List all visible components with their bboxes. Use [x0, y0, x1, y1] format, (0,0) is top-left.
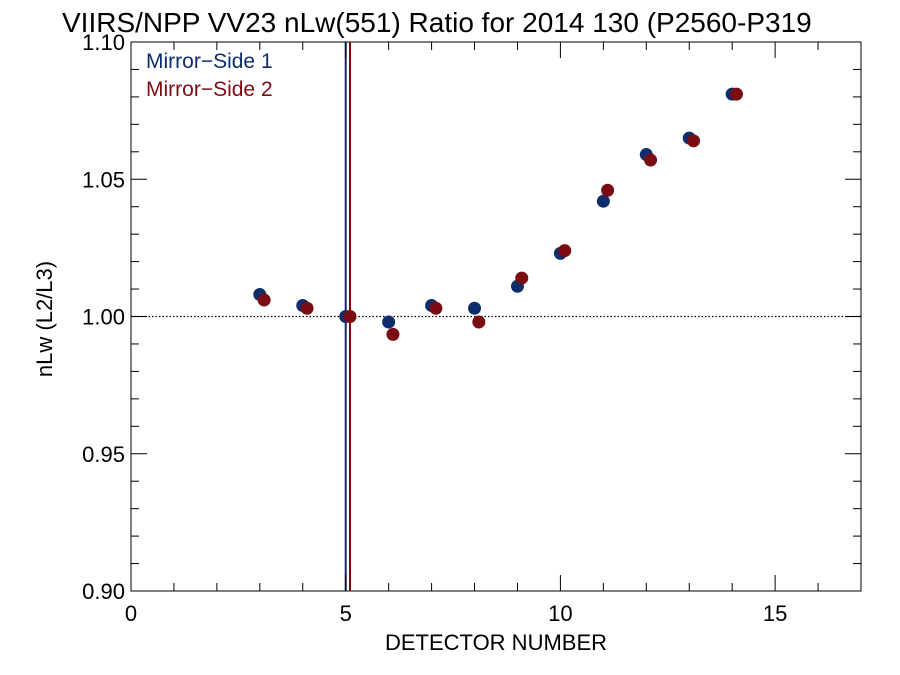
data-point-series-2 — [429, 301, 443, 315]
y-tick-label: 0.90 — [82, 579, 125, 604]
data-point-series-2 — [472, 315, 486, 329]
x-tick-label: 15 — [763, 601, 787, 626]
data-point-series-1 — [596, 194, 610, 208]
data-point-series-2 — [729, 87, 743, 101]
y-tick-label: 1.05 — [82, 167, 125, 192]
data-point-series-2 — [601, 183, 615, 197]
x-tick-label: 0 — [125, 601, 137, 626]
data-point-series-2 — [558, 244, 572, 258]
data-point-series-1 — [468, 301, 482, 315]
y-tick-label: 1.10 — [82, 30, 125, 55]
y-axis-label: nLw (L2/L3) — [32, 261, 57, 377]
y-tick-label: 0.95 — [82, 442, 125, 467]
data-point-series-2 — [343, 310, 357, 323]
data-point-series-2 — [644, 153, 658, 167]
x-tick-label: 5 — [340, 601, 352, 626]
legend-entry-mirror-side-2: Mirror−Side 2 — [146, 78, 273, 101]
chart-title: VIIRS/NPP VV23 nLw(551) Ratio for 2014 1… — [62, 7, 812, 38]
y-tick-label: 1.00 — [82, 305, 125, 330]
data-point-series-2 — [687, 134, 701, 148]
x-axis-label: DETECTOR NUMBER — [385, 630, 607, 655]
data-point-series-2 — [515, 271, 529, 285]
data-points — [253, 87, 743, 341]
data-point-series-2 — [300, 301, 314, 315]
legend-entry-mirror-side-1: Mirror−Side 1 — [146, 50, 273, 73]
x-tick-label: 10 — [548, 601, 572, 626]
data-point-series-1 — [382, 315, 396, 329]
data-point-series-2 — [257, 293, 271, 307]
axis-ticks: 0 5 10 15 0.90 0.95 1.00 1.05 1.10 — [82, 30, 862, 626]
data-point-series-2 — [386, 327, 400, 341]
